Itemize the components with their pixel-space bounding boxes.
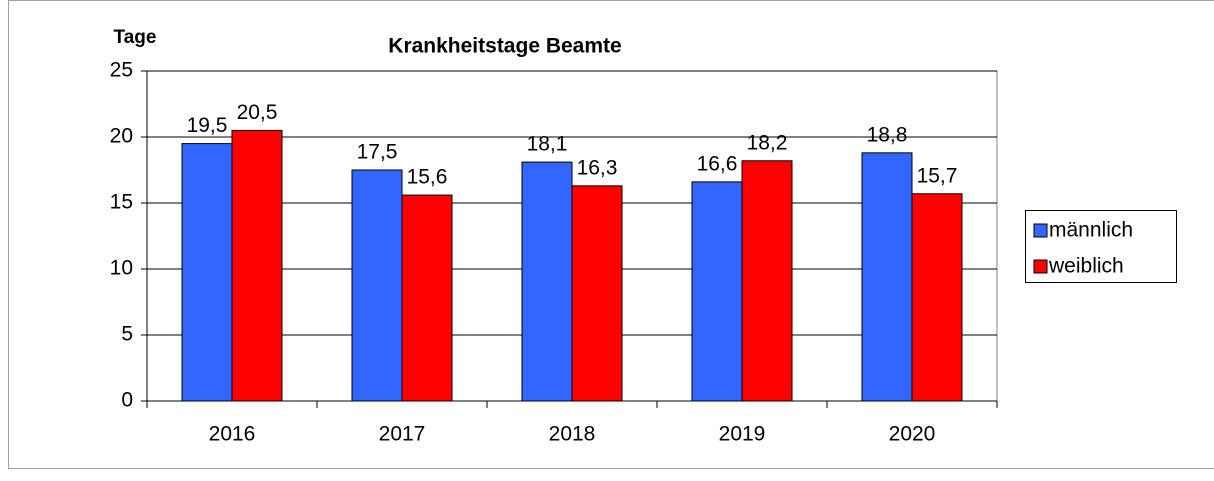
bar bbox=[911, 193, 963, 402]
bar bbox=[401, 194, 453, 402]
bar bbox=[351, 169, 403, 402]
y-tick-label: 15 bbox=[110, 191, 133, 214]
value-label: 18,1 bbox=[527, 133, 568, 156]
value-label: 16,3 bbox=[577, 156, 618, 179]
value-label: 18,2 bbox=[747, 131, 788, 154]
value-label: 19,5 bbox=[187, 114, 228, 137]
value-label: 15,7 bbox=[917, 164, 958, 187]
x-tick-label: 2019 bbox=[719, 423, 766, 446]
bar bbox=[231, 129, 283, 402]
x-tick-label: 2018 bbox=[549, 423, 596, 446]
value-label: 20,5 bbox=[237, 101, 278, 124]
legend-swatch bbox=[1033, 223, 1048, 238]
bar bbox=[181, 143, 233, 402]
y-tick-label: 0 bbox=[121, 389, 133, 412]
x-tick-label: 2016 bbox=[209, 423, 256, 446]
value-label: 17,5 bbox=[357, 141, 398, 164]
bar bbox=[571, 185, 623, 402]
legend-label: weiblich bbox=[1048, 255, 1124, 278]
bar bbox=[741, 160, 793, 402]
value-label: 15,6 bbox=[407, 166, 448, 189]
y-axis-label: Tage bbox=[114, 27, 157, 48]
y-tick-label: 10 bbox=[110, 257, 133, 280]
value-label: 18,8 bbox=[867, 123, 908, 146]
legend-label: männlich bbox=[1049, 219, 1133, 242]
x-tick-label: 2020 bbox=[889, 423, 936, 446]
bar bbox=[691, 181, 743, 402]
legend-box bbox=[1025, 210, 1177, 283]
bar bbox=[521, 161, 573, 402]
y-tick-label: 25 bbox=[110, 59, 133, 82]
y-tick-label: 20 bbox=[110, 125, 133, 148]
chart-title: Krankheitstage Beamte bbox=[388, 35, 621, 58]
x-tick-label: 2017 bbox=[379, 423, 426, 446]
legend-swatch bbox=[1033, 259, 1048, 274]
value-label: 16,6 bbox=[697, 152, 738, 175]
bar bbox=[861, 152, 913, 402]
y-tick-label: 5 bbox=[121, 323, 133, 346]
